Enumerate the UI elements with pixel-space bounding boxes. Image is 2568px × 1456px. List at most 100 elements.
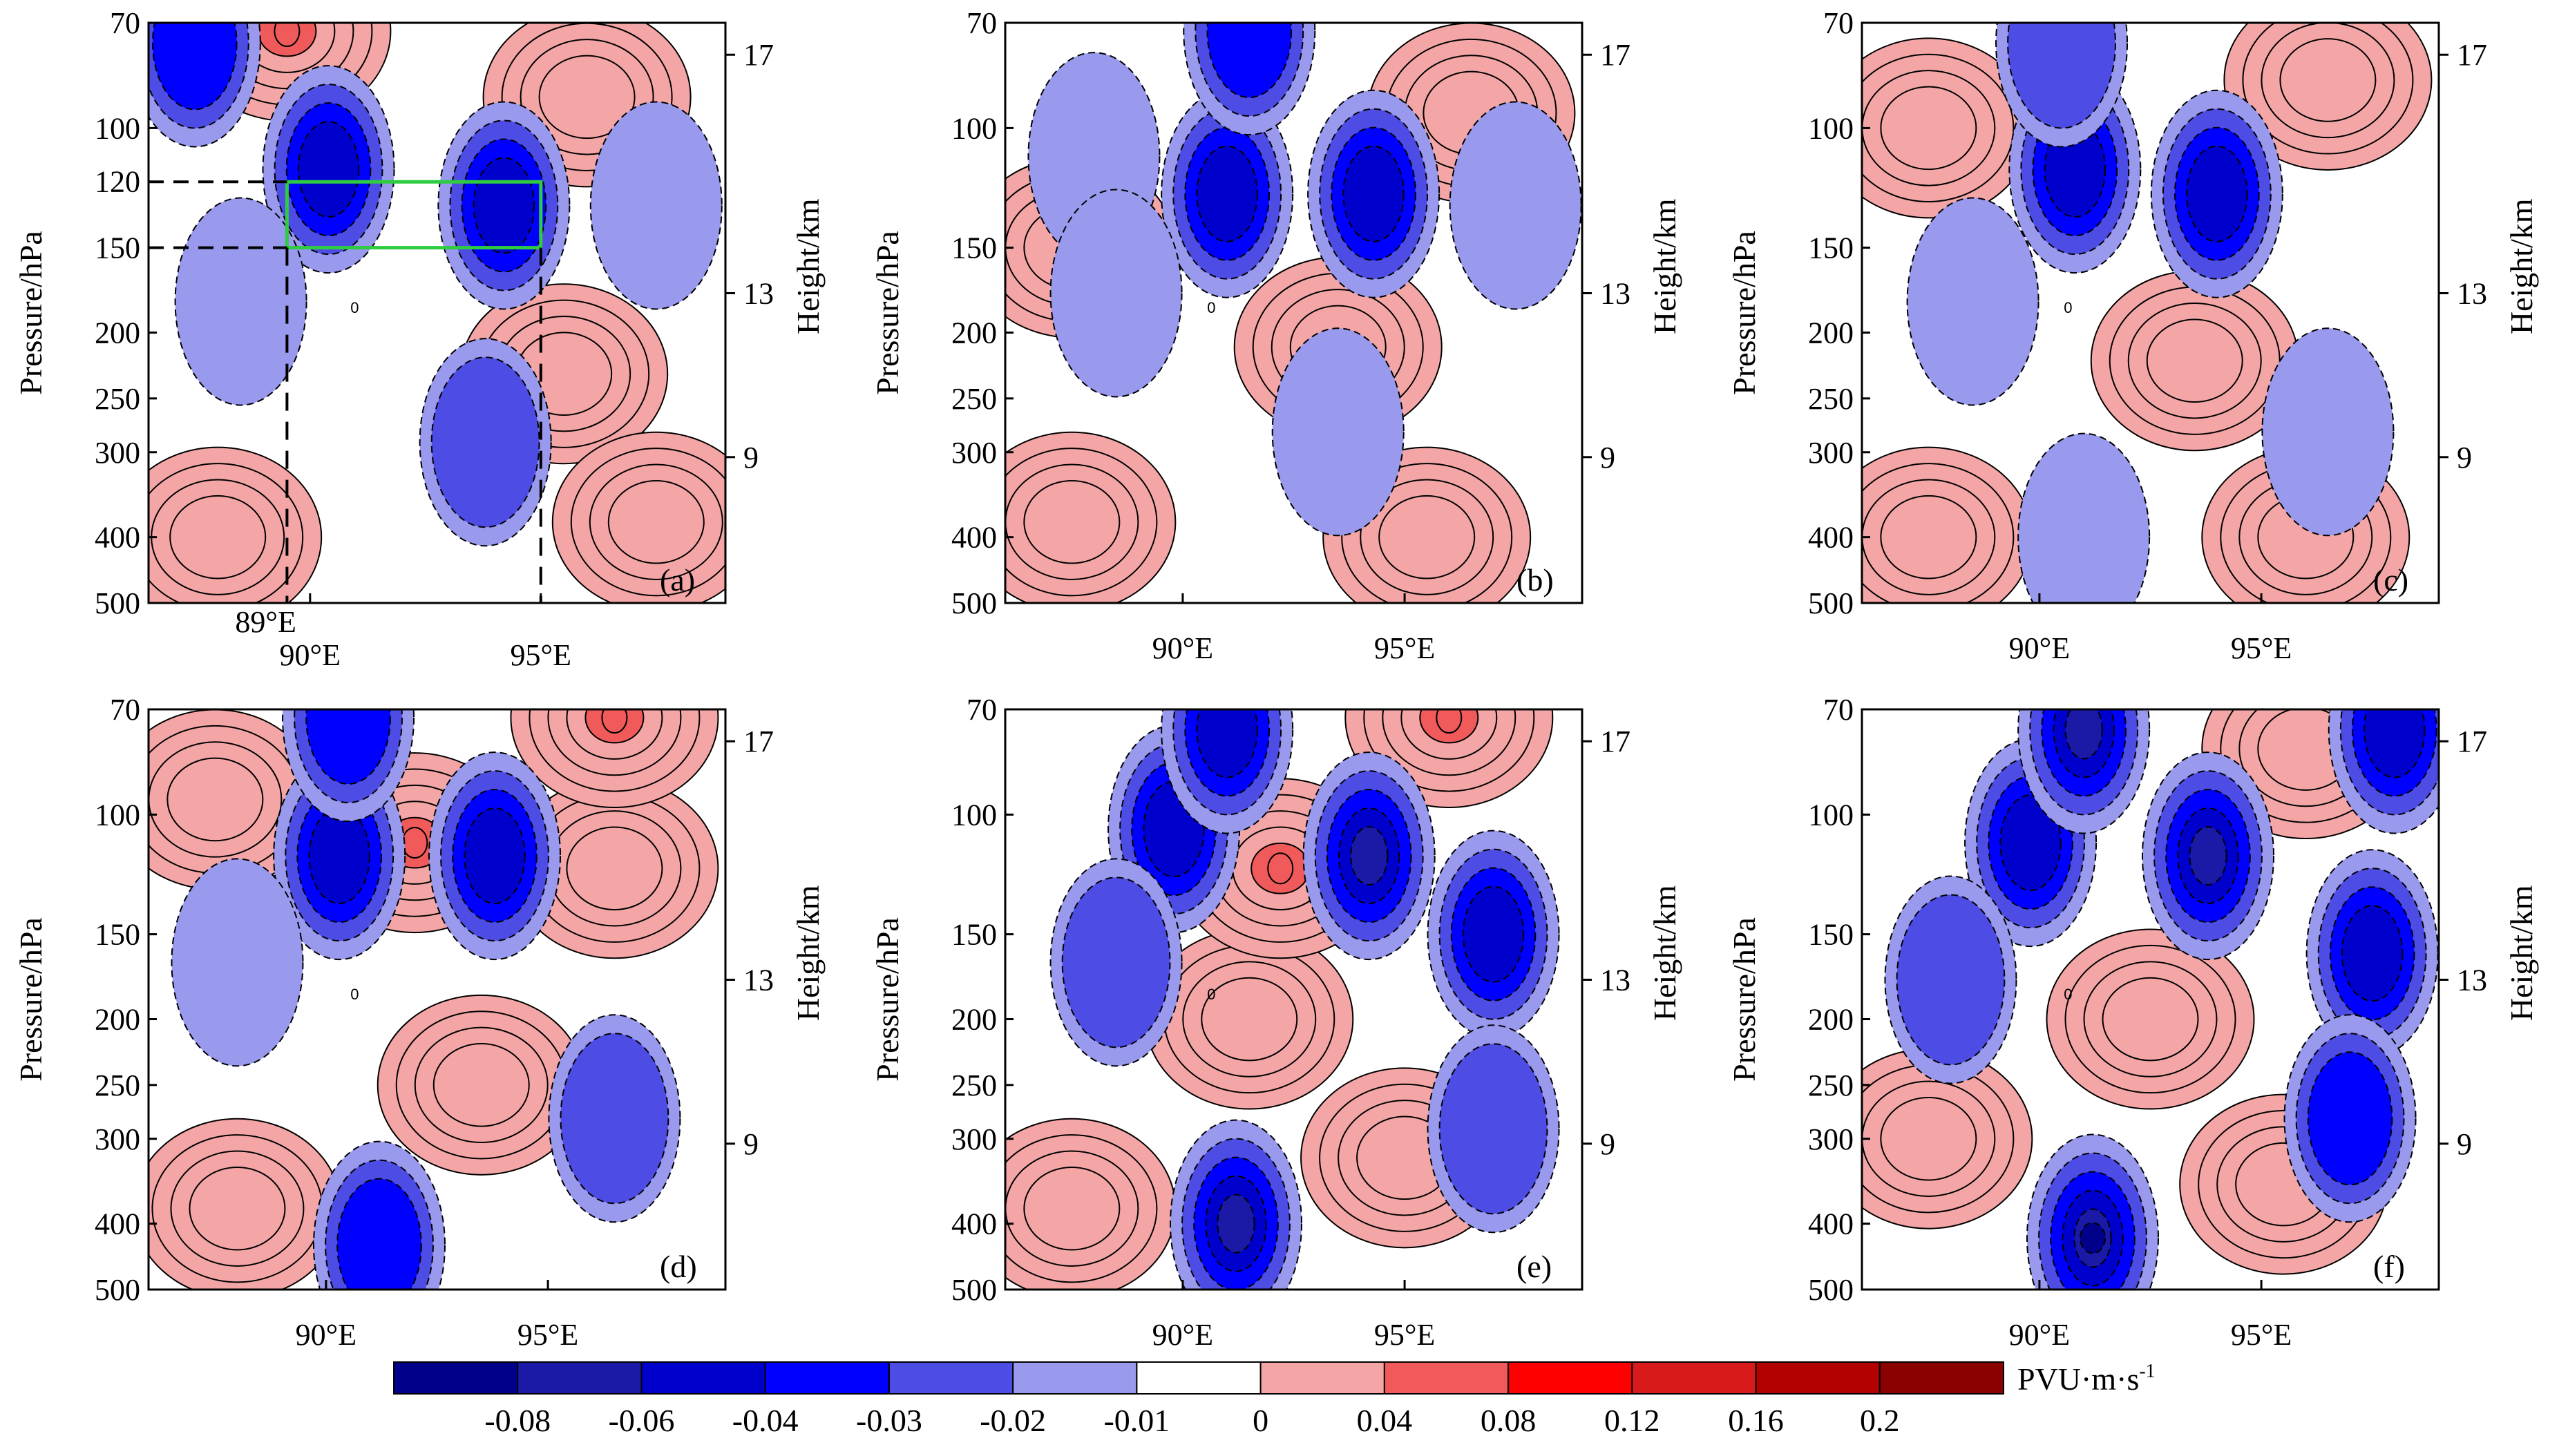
y-tick-label: 500 — [951, 1273, 997, 1307]
colorbar-label: 0.2 — [1860, 1403, 1900, 1438]
y-tick-label: 250 — [951, 382, 997, 416]
colorbar-label: -0.02 — [980, 1403, 1046, 1438]
contour-region — [1206, 23, 1293, 99]
y-axis-title: Pressure/hPa — [870, 917, 905, 1082]
colorbar-label: 0.16 — [1728, 1403, 1784, 1438]
panel-e: 0 70 100 150 200 250 300 400 500 17 13 9 90°E 95°E Pre… — [870, 693, 1682, 1352]
plot-area: 0 — [149, 23, 725, 603]
plot-frame — [147, 708, 727, 1291]
contour-region — [1267, 852, 1294, 885]
panel-b: 0 70 100 150 200 250 300 400 500 17 13 9 90°E 95°E Pre… — [870, 6, 1682, 665]
y-tick-label: 250 — [1808, 1069, 1854, 1102]
y-axis-title: Pressure/hPa — [1727, 231, 1762, 395]
contour-region — [432, 1043, 530, 1127]
x-tick-label: 95°E — [2231, 1318, 2292, 1352]
contour-region — [2189, 826, 2227, 886]
colorbar-label: -0.03 — [856, 1403, 922, 1438]
x-tick-label: 90°E — [1152, 631, 1213, 665]
y-tick-label: 250 — [95, 1069, 140, 1102]
y2-tick-label: 17 — [1600, 38, 1630, 72]
y2-axis-title: Height/km — [790, 885, 826, 1021]
x-tick-label: 95°E — [511, 638, 571, 672]
x-extra-label: 89°E — [235, 605, 296, 639]
y-tick-label: 200 — [95, 316, 140, 350]
plot-area: 0 — [1005, 23, 1582, 603]
contour-region — [1880, 1096, 1977, 1181]
contour-label: 0 — [2064, 986, 2072, 1003]
contour-region — [1880, 86, 1977, 171]
y-tick-label: 100 — [1808, 798, 1854, 832]
y2-axis-title: Height/km — [790, 198, 826, 334]
y2-tick-label: 17 — [743, 38, 774, 72]
contour-region — [401, 827, 428, 859]
plot-area: 0 — [1862, 23, 2439, 603]
contour-region — [2307, 1051, 2393, 1186]
contour-region — [1217, 1194, 1255, 1254]
panel-a: 0 89°E 120 70 100 150 200 250 300 400 500 17 13 9 90°E… — [13, 6, 826, 672]
colorbar-label: -0.08 — [484, 1403, 551, 1438]
contour-region — [1271, 327, 1405, 537]
plot-area: 0 — [1005, 709, 1582, 1290]
contour-region — [167, 757, 264, 842]
y-tick-label: 500 — [1808, 586, 1854, 620]
contour-region — [1350, 826, 1389, 886]
y-tick-label: 200 — [951, 1003, 997, 1037]
panel-label: (d) — [660, 1249, 697, 1284]
colorbar: -0.08 -0.06 -0.04 -0.03 -0.02 -0.01 0 0.04 0.08 0… — [393, 1361, 2156, 1438]
contour-region — [2017, 432, 2151, 603]
colorbar-label: -0.01 — [1103, 1403, 1170, 1438]
contour-region — [189, 1166, 286, 1251]
x-tick-label: 90°E — [280, 638, 341, 672]
colorbar-label: -0.04 — [732, 1403, 799, 1438]
y2-axis-title: Height/km — [2504, 198, 2539, 334]
panel-f: 0 70 100 150 200 250 300 400 500 17 13 9 90°E 95°E Pre… — [1727, 693, 2539, 1352]
contour-region — [274, 23, 301, 48]
y-axis-title: Pressure/hPa — [1727, 917, 1762, 1082]
colorbar-label: 0.08 — [1481, 1403, 1537, 1438]
colorbar-unit: PVU·m·s-1 — [2017, 1361, 2156, 1397]
contour-label: 0 — [1207, 986, 1215, 1003]
y-tick-label: 150 — [1808, 231, 1854, 265]
y-tick-label: 400 — [95, 521, 140, 555]
contour-region — [2080, 1222, 2106, 1254]
colorbar-swatch — [1507, 1361, 1633, 1395]
panel-label: (b) — [1516, 562, 1554, 597]
contour-region — [1023, 1166, 1121, 1251]
y2-tick-label: 9 — [1600, 1127, 1615, 1161]
contour-label: 0 — [350, 299, 359, 316]
contour-region — [1196, 145, 1258, 242]
y-axis-title: Pressure/hPa — [870, 231, 905, 395]
highlight-box — [285, 180, 543, 250]
contour-region — [1436, 709, 1463, 734]
y2-tick-label: 13 — [1600, 963, 1630, 997]
x-tick-label: 95°E — [1374, 1318, 1435, 1352]
plot-area: 0 — [149, 709, 725, 1290]
x-tick-label: 95°E — [2231, 631, 2292, 665]
contour-region — [430, 356, 540, 528]
y2-axis-title: Height/km — [1647, 198, 1682, 334]
x-tick-label: 95°E — [1374, 631, 1435, 665]
contour-region — [1023, 479, 1121, 564]
y2-tick-label: 9 — [2457, 441, 2472, 475]
x-tick-label: 90°E — [2009, 1318, 2070, 1352]
contour-region — [601, 709, 628, 734]
panel-c: 0 70 100 150 200 250 300 400 500 17 13 9 90°E 95°E Pre… — [1727, 6, 2539, 665]
plot-area: 0 — [1862, 709, 2439, 1290]
contour-region — [336, 1178, 422, 1290]
colorbar-swatch — [1879, 1361, 2005, 1395]
contour-region — [2341, 905, 2404, 1002]
colorbar-swatch — [1383, 1361, 1510, 1395]
contour-region — [464, 807, 526, 905]
y-tick-label: 400 — [951, 521, 997, 555]
plot-frame — [1004, 708, 1583, 1291]
y-tick-label: 250 — [951, 1069, 997, 1102]
contour-region — [1999, 794, 2062, 892]
y-tick-label: 500 — [1808, 1273, 1854, 1307]
y2-tick-label: 9 — [1600, 441, 1615, 475]
y-tick-label: 400 — [1808, 1207, 1854, 1241]
colorbar-swatch — [1136, 1361, 1262, 1395]
panel-label: (f) — [2373, 1249, 2405, 1284]
contour-region — [1196, 709, 1258, 778]
contour-label: 0 — [2064, 299, 2072, 316]
colorbar-label: -0.06 — [609, 1403, 675, 1438]
